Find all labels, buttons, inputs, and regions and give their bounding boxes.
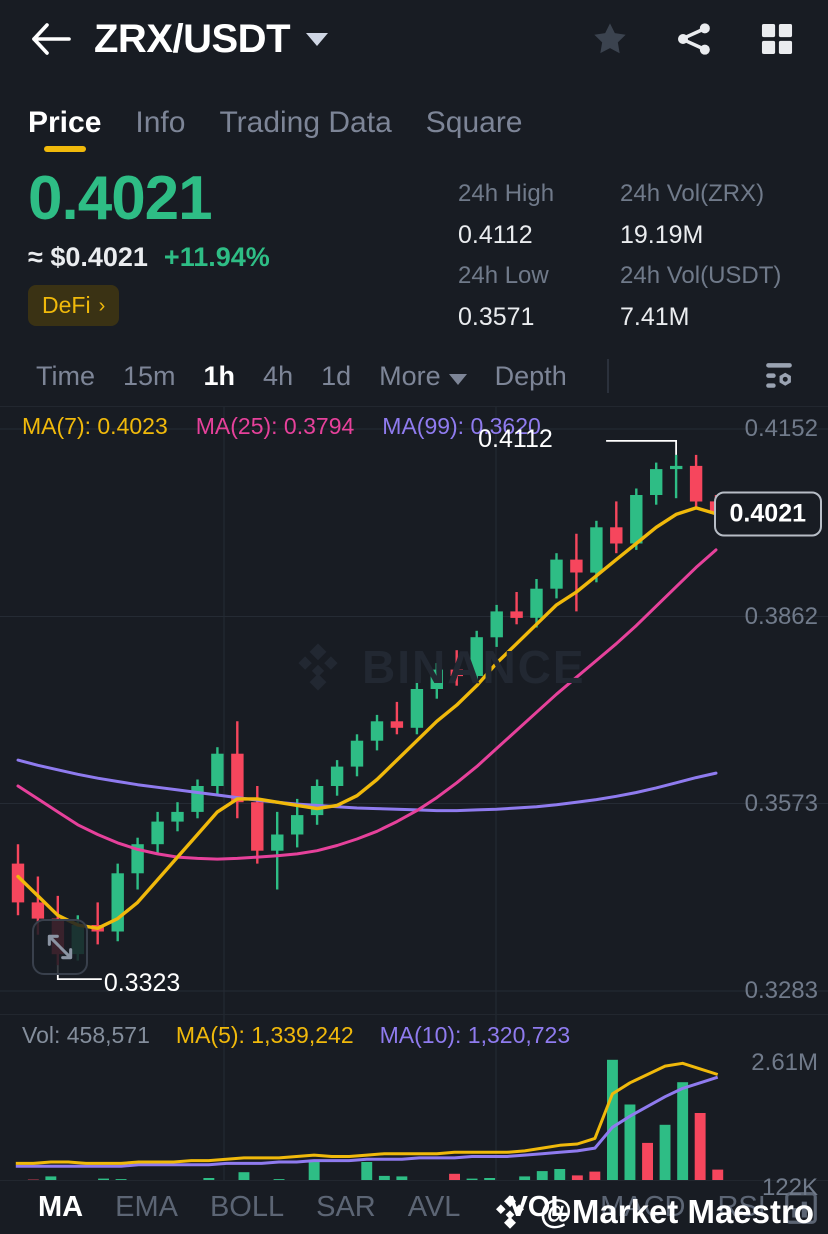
tab-square[interactable]: Square (425, 106, 523, 139)
period-high-label: 0.4112 (478, 424, 553, 453)
volume-legend-ma10: MA(10): 1,320,723 (379, 1021, 571, 1048)
last-price: 0.4021 (28, 164, 213, 233)
defi-tag[interactable]: DeFi › (28, 285, 120, 326)
tab-price[interactable]: Price (28, 106, 101, 150)
indicator-avl[interactable]: AVL (407, 1191, 461, 1223)
timeframe-1h[interactable]: 1h (203, 360, 236, 391)
divider (606, 359, 609, 393)
stat-label-24h-vol-quote: 24h Vol(USDT) (620, 262, 782, 289)
chevron-down-icon[interactable] (306, 32, 328, 46)
timeframe-more[interactable]: More (365, 361, 481, 392)
indicator-ema[interactable]: EMA (115, 1191, 178, 1223)
volume-legend: Vol: 458,571 MA(5): 1,339,242 MA(10): 1,… (0, 1015, 570, 1055)
ma-legend: MA(7): 0.4023 MA(25): 0.3794 MA(99): 0.3… (0, 407, 541, 445)
indicator-vol[interactable]: VOL (508, 1191, 569, 1223)
chart-settings-button[interactable] (752, 349, 806, 403)
price-change-percent: +11.94% (163, 242, 270, 272)
candlestick-svg (0, 407, 828, 1015)
market-stats: 24h High 24h Vol(ZRX) 0.4112 19.19M 24h … (458, 164, 800, 336)
ma-legend-ma7: MA(7): 0.4023 (22, 412, 168, 439)
tab-trading-data[interactable]: Trading Data (219, 106, 392, 139)
price-chart[interactable]: MA(7): 0.4023 MA(25): 0.3794 MA(99): 0.3… (0, 406, 828, 1015)
chevron-right-icon: › (98, 294, 106, 317)
arrow-left-icon (32, 23, 71, 55)
price-summary: 0.4021 ≈ $0.4021 +11.94% DeFi › 24h High… (0, 150, 828, 336)
fullscreen-expand-icon (47, 934, 73, 960)
indicator-boll[interactable]: BOLL (209, 1191, 285, 1223)
share-button[interactable] (674, 19, 714, 59)
star-icon (594, 23, 626, 54)
app-header: ZRX/USDT (0, 0, 828, 78)
indicator-sar[interactable]: SAR (316, 1191, 376, 1223)
ma-legend-ma99: MA(99): 0.3620 (382, 412, 541, 439)
pair-title: ZRX/USDT (94, 16, 291, 61)
timeframe-15m[interactable]: 15m (123, 360, 176, 391)
volume-legend-vol: Vol: 458,571 (22, 1021, 150, 1048)
chevron-down-icon (448, 373, 467, 385)
stat-label-24h-vol-base: 24h Vol(ZRX) (620, 180, 765, 207)
timeframe-4h[interactable]: 4h (263, 360, 294, 391)
header-actions (590, 19, 800, 59)
period-low-label: 0.3323 (103, 969, 181, 998)
ma-legend-ma25: MA(25): 0.3794 (195, 412, 355, 439)
chart-type-icon (784, 1191, 817, 1224)
indicator-rsi[interactable]: RSI (717, 1191, 766, 1223)
indicator-ma[interactable]: MA (38, 1191, 84, 1223)
volume-chart[interactable]: Vol: 458,571 MA(5): 1,339,242 MA(10): 1,… (0, 1014, 828, 1201)
current-price-tag: 0.4021 (713, 491, 822, 537)
timeframe-1d[interactable]: 1d (321, 360, 352, 391)
stat-label-24h-low: 24h Low (458, 262, 549, 289)
stat-value-24h-vol-quote: 7.41M (620, 303, 690, 331)
timeframe-more-label: More (379, 360, 441, 391)
grid-menu-button[interactable] (758, 20, 796, 58)
stat-value-24h-high: 0.4112 (458, 221, 533, 249)
stat-value-24h-vol-base: 19.19M (620, 221, 704, 249)
chart-settings-icon (766, 363, 792, 388)
indicator-macd[interactable]: MACD (600, 1191, 686, 1223)
tab-info[interactable]: Info (135, 106, 186, 139)
stat-label-24h-high: 24h High (458, 180, 555, 207)
favorite-button[interactable] (590, 19, 630, 59)
timeframe-depth[interactable]: Depth (494, 360, 567, 391)
timeframe-time[interactable]: Time (36, 360, 95, 391)
defi-tag-label: DeFi (42, 292, 91, 318)
timeframe-bar: Time 15m 1h 4h 1d More Depth (0, 346, 828, 406)
price-subline: ≈ $0.4021 +11.94% (28, 242, 458, 273)
volume-legend-ma5: MA(5): 1,339,242 (175, 1021, 354, 1048)
candlestick-plot (0, 407, 828, 1015)
share-icon (678, 23, 710, 55)
indicator-bar: MA EMA BOLL SAR AVL VOL MACD RSI (0, 1180, 828, 1234)
section-tabs: Price Info Trading Data Square (0, 78, 828, 150)
fullscreen-button[interactable] (32, 919, 88, 976)
grid-icon (761, 23, 793, 55)
stat-value-24h-low: 0.3571 (458, 303, 535, 331)
usd-equivalent: ≈ $0.4021 (28, 242, 148, 272)
chart-type-button[interactable] (782, 1189, 820, 1227)
price-left-column: 0.4021 ≈ $0.4021 +11.94% DeFi › (28, 164, 458, 336)
back-button[interactable] (28, 16, 74, 62)
